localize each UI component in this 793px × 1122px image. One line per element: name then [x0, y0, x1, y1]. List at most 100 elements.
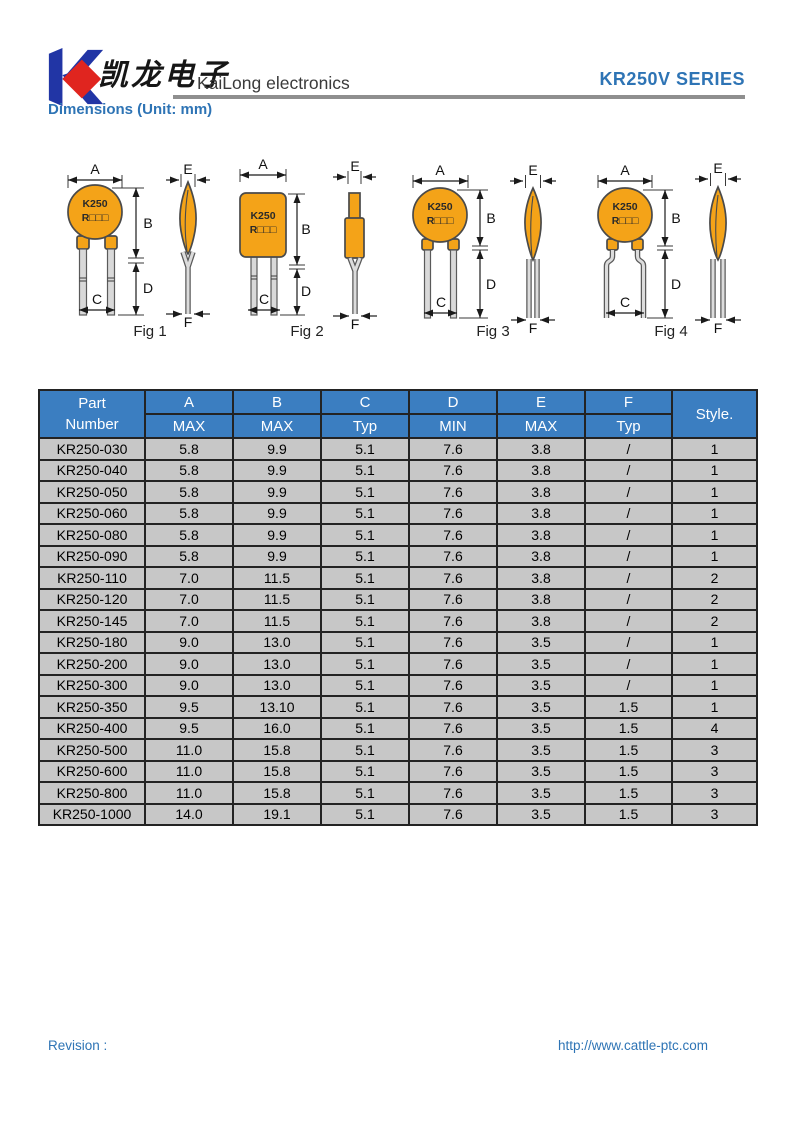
- cell-b: 9.9: [232, 523, 322, 547]
- fig4-front-view: K250 R□□□: [597, 187, 653, 318]
- fig3-drawing: K250 R□□□ A B D C: [412, 162, 556, 340]
- fig3-caption: Fig 3: [476, 323, 509, 340]
- cell-d: 7.6: [408, 781, 498, 805]
- table-row: KR250-120 7.0 11.5 5.1 7.6 3.8/2: [38, 587, 758, 611]
- cell-e: 3.8: [496, 458, 586, 482]
- col-spec-d: MIN: [408, 413, 498, 439]
- fig1-dimensions: A B D C: [67, 161, 153, 316]
- section-title: Dimensions (Unit: mm): [48, 101, 213, 118]
- dim-e-label: E: [713, 160, 722, 176]
- cell-part: KR250-350: [38, 695, 146, 719]
- cell-e: 3.8: [496, 544, 586, 568]
- table-row: KR250-050 5.8 9.9 5.1 7.6 3.8/1: [38, 480, 758, 504]
- cell-part: KR250-400: [38, 716, 146, 740]
- col-spec-e: MAX: [496, 413, 586, 439]
- cell-b: 9.9: [232, 480, 322, 504]
- cell-f: 1.5: [584, 759, 673, 783]
- dim-e-label: E: [183, 161, 192, 177]
- cell-e: 3.8: [496, 609, 586, 633]
- cell-b: 9.9: [232, 501, 322, 525]
- cell-c: 5.1: [320, 781, 410, 805]
- table-row: KR250-090 5.8 9.9 5.1 7.6 3.8/1: [38, 544, 758, 568]
- cell-c: 5.1: [320, 738, 410, 762]
- dim-f-label: F: [714, 320, 723, 336]
- cell-d: 7.6: [408, 695, 498, 719]
- cell-style: 3: [671, 738, 758, 762]
- fig2-dimensions: A B D C: [239, 156, 311, 316]
- cell-f: /: [584, 609, 673, 633]
- cell-part: KR250-800: [38, 781, 146, 805]
- cell-style: 2: [671, 609, 758, 633]
- dim-b-label: B: [671, 210, 680, 226]
- cell-d: 7.6: [408, 716, 498, 740]
- cell-b: 11.5: [232, 609, 322, 633]
- cell-style: 1: [671, 480, 758, 504]
- cell-c: 5.1: [320, 544, 410, 568]
- dim-c-label: C: [92, 291, 102, 307]
- cell-e: 3.5: [496, 695, 586, 719]
- cell-b: 19.1: [232, 802, 322, 826]
- table-row: KR250-1000 14.0 19.1 5.1 7.6 3.5 1.5 3: [38, 802, 758, 826]
- cell-d: 7.6: [408, 673, 498, 697]
- cell-d: 7.6: [408, 802, 498, 826]
- marking-line1: K250: [250, 210, 275, 222]
- cell-d: 7.6: [408, 458, 498, 482]
- cell-style: 1: [671, 458, 758, 482]
- cell-b: 13.0: [232, 630, 322, 654]
- cell-e: 3.8: [496, 437, 586, 461]
- fig1-drawing: K250 R□□□ A B D C: [67, 161, 210, 340]
- cell-e: 3.8: [496, 566, 586, 590]
- cell-part: KR250-090: [38, 544, 146, 568]
- fig1-side-view: E F: [166, 161, 210, 330]
- fig4-side-view: E F: [695, 160, 741, 336]
- dim-f-label: F: [529, 320, 538, 336]
- cell-style: 1: [671, 501, 758, 525]
- dim-d-label: D: [671, 276, 681, 292]
- cell-d: 7.6: [408, 523, 498, 547]
- cell-c: 5.1: [320, 673, 410, 697]
- table-row: KR250-180 9.0 13.0 5.1 7.6 3.5/1: [38, 630, 758, 654]
- fig1-front-view: K250 R□□□: [67, 184, 123, 316]
- cell-b: 15.8: [232, 759, 322, 783]
- cell-f: /: [584, 652, 673, 676]
- cell-part: KR250-200: [38, 652, 146, 676]
- col-header-c: C: [320, 389, 410, 415]
- figure-2: K250 R□□□ A B D C: [230, 150, 402, 350]
- cell-f: 1.5: [584, 781, 673, 805]
- cell-c: 5.1: [320, 802, 410, 826]
- cell-part: KR250-060: [38, 501, 146, 525]
- cell-e: 3.8: [496, 587, 586, 611]
- dim-e-label: E: [350, 158, 359, 174]
- cell-c: 5.1: [320, 437, 410, 461]
- cell-b: 11.5: [232, 566, 322, 590]
- cell-c: 5.1: [320, 501, 410, 525]
- cell-part: KR250-040: [38, 458, 146, 482]
- cell-style: 1: [671, 630, 758, 654]
- website-link[interactable]: http://www.cattle-ptc.com: [557, 1038, 708, 1053]
- cell-style: 1: [671, 437, 758, 461]
- cell-b: 15.8: [232, 738, 322, 762]
- cell-f: /: [584, 566, 673, 590]
- cell-f: /: [584, 501, 673, 525]
- cell-a: 9.0: [144, 652, 234, 676]
- cell-style: 1: [671, 523, 758, 547]
- cell-style: 2: [671, 587, 758, 611]
- cell-d: 7.6: [408, 587, 498, 611]
- table-row: KR250-350 9.5 13.10 5.1 7.6 3.5 1.5 1: [38, 695, 758, 719]
- cell-e: 3.5: [496, 738, 586, 762]
- cell-part: KR250-600: [38, 759, 146, 783]
- marking-line2: R□□□: [250, 224, 277, 236]
- cell-part: KR250-180: [38, 630, 146, 654]
- figure-4: K250 R□□□ A B D C: [585, 150, 765, 350]
- fig4-drawing: K250 R□□□ A B D C: [597, 160, 741, 340]
- cell-c: 5.1: [320, 480, 410, 504]
- cell-f: 1.5: [584, 738, 673, 762]
- dim-d-label: D: [486, 276, 496, 292]
- cell-part: KR250-1000: [38, 802, 146, 826]
- dim-a-label: A: [435, 162, 445, 178]
- cell-a: 11.0: [144, 759, 234, 783]
- cell-b: 15.8: [232, 781, 322, 805]
- fig2-side-view: E F: [333, 158, 377, 332]
- cell-a: 9.0: [144, 630, 234, 654]
- cell-e: 3.8: [496, 501, 586, 525]
